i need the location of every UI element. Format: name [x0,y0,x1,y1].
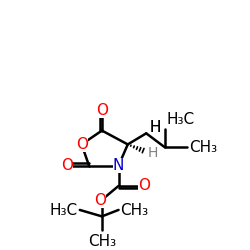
Text: H: H [148,146,158,160]
Text: O: O [96,103,108,118]
Text: H₃C: H₃C [166,112,195,127]
Text: CH₃: CH₃ [120,203,148,218]
Text: CH₃: CH₃ [189,140,217,155]
Text: H₃C: H₃C [50,203,78,218]
Text: O: O [94,193,106,208]
Text: O: O [61,158,73,173]
Text: N: N [113,158,124,173]
Text: CH₃: CH₃ [88,234,116,249]
Text: H: H [150,120,161,135]
Text: O: O [138,178,150,194]
Text: H: H [150,120,161,135]
Text: O: O [76,137,88,152]
